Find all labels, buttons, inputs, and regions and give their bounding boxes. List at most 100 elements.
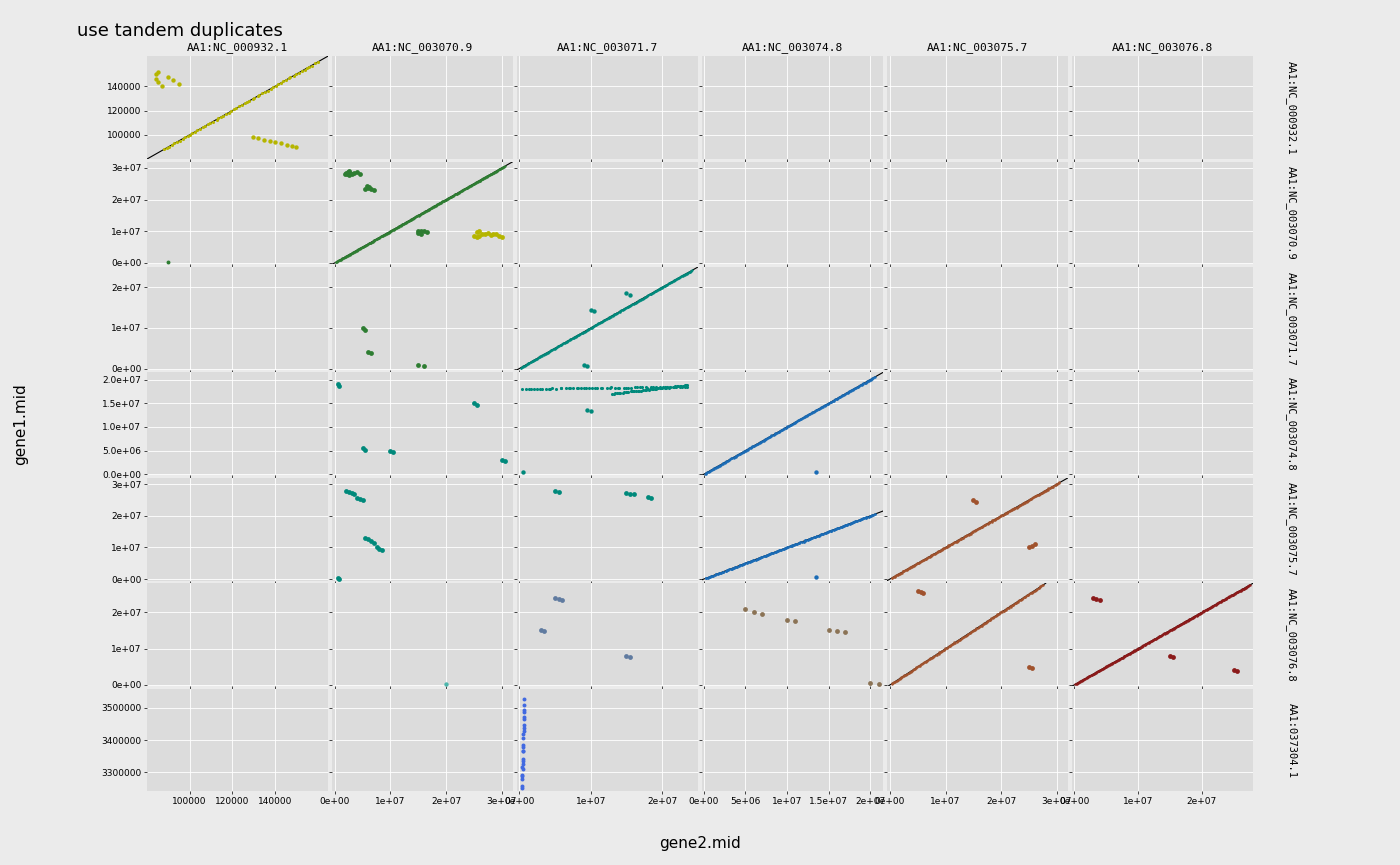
Point — [895, 563, 917, 577]
Point — [1000, 503, 1022, 517]
Point — [456, 180, 479, 194]
Point — [928, 646, 951, 660]
Point — [609, 304, 631, 318]
Point — [330, 252, 353, 266]
Point — [584, 318, 606, 332]
Point — [1092, 662, 1114, 676]
Point — [430, 195, 452, 209]
Point — [493, 454, 515, 468]
Point — [456, 181, 479, 195]
Point — [634, 291, 657, 304]
Point — [490, 162, 512, 176]
Point — [780, 539, 802, 553]
Point — [566, 329, 588, 343]
Point — [776, 612, 798, 626]
Point — [1182, 611, 1204, 625]
Point — [477, 169, 500, 183]
Point — [1106, 653, 1128, 667]
Point — [694, 466, 717, 480]
Point — [1078, 670, 1100, 683]
Point — [934, 541, 956, 554]
Point — [986, 511, 1008, 525]
Point — [183, 125, 206, 138]
Point — [407, 226, 430, 240]
Point — [1147, 630, 1169, 644]
Point — [358, 236, 381, 250]
Point — [983, 513, 1005, 527]
Point — [837, 385, 860, 399]
Point — [857, 375, 879, 388]
Point — [669, 270, 692, 284]
Point — [1159, 624, 1182, 638]
Point — [456, 180, 479, 194]
Point — [832, 388, 854, 402]
Point — [941, 637, 963, 650]
Point — [886, 567, 909, 581]
Point — [1047, 477, 1070, 490]
Point — [911, 656, 934, 670]
Point — [374, 227, 396, 241]
Point — [785, 414, 808, 428]
Point — [841, 382, 864, 396]
Point — [1085, 665, 1107, 679]
Point — [242, 131, 265, 144]
Point — [1142, 633, 1165, 647]
Point — [1026, 489, 1049, 503]
Point — [742, 439, 764, 453]
Point — [1009, 498, 1032, 512]
Point — [720, 562, 742, 576]
Point — [724, 450, 746, 464]
Point — [948, 533, 970, 547]
Point — [1046, 477, 1068, 491]
Point — [893, 668, 916, 682]
Point — [907, 659, 930, 673]
Point — [1023, 537, 1046, 551]
Point — [539, 344, 561, 358]
Point — [928, 647, 951, 661]
Point — [706, 567, 728, 581]
Point — [1011, 497, 1033, 510]
Point — [550, 593, 573, 606]
Point — [557, 333, 580, 347]
Point — [897, 562, 920, 576]
Point — [510, 361, 532, 375]
Text: use tandem duplicates: use tandem duplicates — [77, 22, 283, 40]
Point — [676, 378, 699, 392]
Point — [1179, 612, 1201, 626]
Point — [518, 356, 540, 369]
Point — [615, 301, 637, 315]
Point — [981, 611, 1004, 625]
Point — [725, 560, 748, 573]
Point — [248, 87, 270, 101]
Point — [788, 413, 811, 426]
Point — [860, 372, 882, 386]
Point — [673, 268, 696, 282]
Point — [328, 253, 350, 267]
Point — [658, 277, 680, 291]
Point — [346, 243, 368, 257]
Point — [804, 529, 826, 543]
Point — [554, 381, 577, 395]
Point — [431, 195, 454, 208]
Point — [948, 633, 970, 647]
Point — [420, 202, 442, 215]
Point — [967, 522, 990, 535]
Point — [883, 676, 906, 689]
Point — [1107, 652, 1130, 666]
Point — [1221, 588, 1243, 602]
Point — [549, 338, 571, 352]
Point — [812, 400, 834, 413]
Point — [694, 466, 717, 480]
Point — [763, 426, 785, 440]
Point — [1077, 670, 1099, 684]
Point — [1203, 599, 1225, 612]
Point — [406, 208, 428, 222]
Point — [395, 215, 417, 229]
Point — [977, 516, 1000, 530]
Point — [756, 548, 778, 562]
Point — [589, 316, 612, 330]
Point — [391, 217, 413, 231]
Point — [153, 143, 175, 157]
Point — [1082, 591, 1105, 605]
Point — [466, 398, 489, 412]
